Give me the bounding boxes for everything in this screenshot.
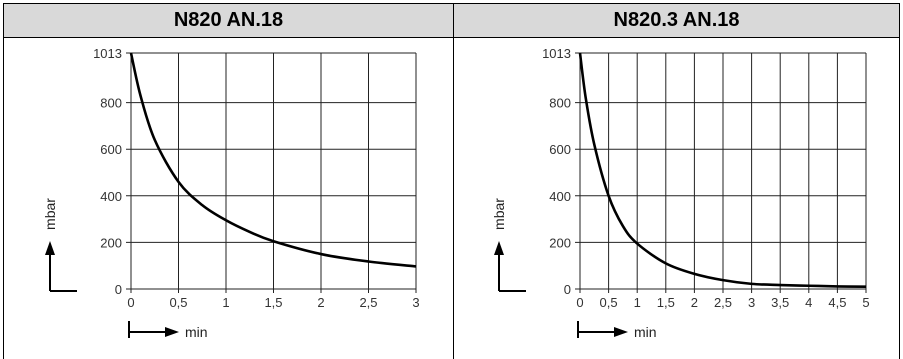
y-tick-label: 1013 [542,46,571,61]
x-tick-label: 1 [634,295,641,310]
y-tick-label: 600 [549,142,571,157]
x-tick-label: 4 [805,295,812,310]
y-tick-label: 800 [100,96,122,111]
series-line [129,52,417,268]
x-tick-label: 0,5 [600,295,618,310]
x-tick-label: 1 [222,295,229,310]
y-tick-label: 200 [549,235,571,250]
x-tick-label: 2 [691,295,698,310]
x-axis-arrowhead [614,327,628,337]
x-tick-label: 1,5 [264,295,282,310]
x-axis-label: min [634,324,657,340]
y-tick-label: 600 [100,142,122,157]
x-tick-label: 2,5 [359,295,377,310]
y-tick-label: 200 [100,235,122,250]
table: N820 AN.18 N820.3 AN.18 [3,3,900,359]
y-tick-label: 400 [549,189,571,204]
x-tick-label: 0 [127,295,134,310]
y-axis-arrowhead [494,241,504,255]
y-tick-label: 400 [100,189,122,204]
x-tick-label: 3 [748,295,755,310]
x-tick-label: 3 [412,295,419,310]
x-tick-label: 2 [317,295,324,310]
x-tick-label: 1,5 [657,295,675,310]
y-tick-label: 1013 [93,46,122,61]
y-axis-label: mbar [42,198,58,230]
x-tick-label: 2,5 [714,295,732,310]
y-tick-label: 0 [115,282,122,297]
x-tick-label: 3,5 [771,295,789,310]
y-tick-label: 0 [564,282,571,297]
y-axis-label: mbar [491,198,507,230]
x-tick-label: 5 [862,295,869,310]
column-divider [453,4,454,359]
series-line [578,52,867,288]
chart-right: 0 0,5 1 1,5 2 2,5 3 3,5 4 4,5 5 0 200 400 600 800 1013 mb… [491,46,870,340]
chart-left: 0 0,5 1 1,5 2 2,5 3 0 200 400 600 800 1013 mbar min [42,46,420,340]
y-tick-label: 800 [549,96,571,111]
x-tick-label: 0,5 [169,295,187,310]
x-axis-arrowhead [165,327,179,337]
y-axis-arrowhead [45,241,55,255]
x-tick-label: 4,5 [828,295,846,310]
header-right: N820.3 AN.18 [454,4,899,38]
x-axis-label: min [185,324,208,340]
x-tick-label: 0 [576,295,583,310]
header-left: N820 AN.18 [4,4,454,38]
